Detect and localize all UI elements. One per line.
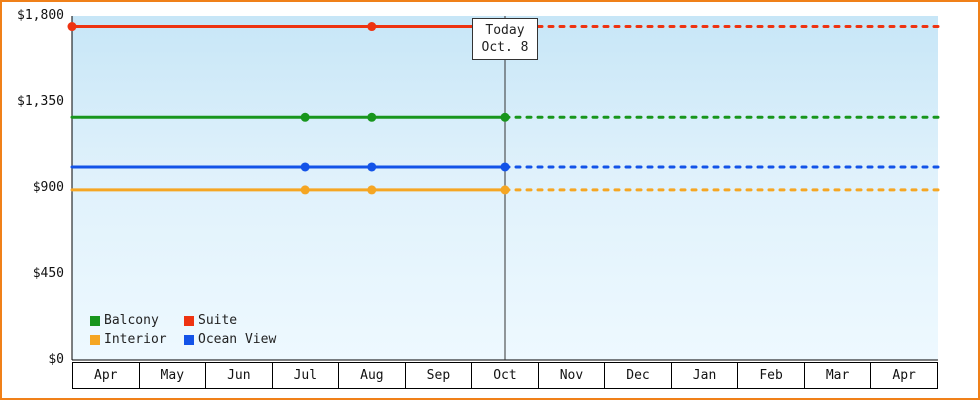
y-tick-label: $1,350 <box>17 94 64 109</box>
legend-swatch-icon <box>184 334 194 345</box>
series-marker-interior <box>367 185 377 195</box>
legend-item-interior: Interior <box>90 332 184 347</box>
month-cell-apr: Apr <box>73 363 139 388</box>
legend-label: Suite <box>198 313 238 328</box>
series-marker-balcony <box>300 112 310 122</box>
month-cell-mar: Mar <box>803 363 871 388</box>
month-cell-may: May <box>138 363 206 388</box>
y-tick-label: $0 <box>48 352 64 367</box>
legend-item-ocean-view: Ocean View <box>184 332 276 347</box>
month-cell-nov: Nov <box>537 363 605 388</box>
month-cell-jun: Jun <box>205 363 272 388</box>
month-cell-apr: Apr <box>870 363 937 388</box>
series-marker-suite <box>367 22 377 32</box>
legend-swatch-icon <box>90 334 100 345</box>
y-tick-label: $900 <box>32 180 64 195</box>
series-marker-balcony <box>500 112 510 122</box>
series-marker-ocean-view <box>367 162 377 172</box>
y-tick-label: $1,800 <box>17 8 64 23</box>
legend-label: Ocean View <box>198 332 277 347</box>
legend-label: Balcony <box>104 313 159 328</box>
series-marker-ocean-view <box>300 162 310 172</box>
series-marker-interior <box>300 185 310 195</box>
today-label-box: Today Oct. 8 <box>471 18 539 60</box>
month-cell-feb: Feb <box>737 363 804 388</box>
month-cell-jul: Jul <box>271 363 339 388</box>
month-cell-jan: Jan <box>670 363 738 388</box>
today-date: Oct. 8 <box>481 40 529 55</box>
legend-item-suite: Suite <box>184 313 276 328</box>
series-marker-ocean-view <box>500 162 510 172</box>
month-cell-oct: Oct <box>471 363 538 388</box>
series-marker-suite <box>67 22 77 32</box>
today-label: Today <box>485 23 525 38</box>
legend-swatch-icon <box>90 315 100 326</box>
y-tick-label: $450 <box>32 266 64 281</box>
x-axis-month-strip: Apr May Jun Jul Aug Sep Oct Nov Dec Jan Feb Mar Apr <box>72 362 938 389</box>
legend-label: Interior <box>104 332 167 347</box>
series-marker-interior <box>500 185 510 195</box>
legend: Balcony Suite Interior Ocean View <box>90 313 276 347</box>
month-cell-aug: Aug <box>338 363 405 388</box>
month-cell-sep: Sep <box>404 363 472 388</box>
legend-swatch-icon <box>184 315 194 326</box>
legend-item-balcony: Balcony <box>90 313 184 328</box>
month-cell-dec: Dec <box>604 363 671 388</box>
series-marker-balcony <box>367 112 377 122</box>
